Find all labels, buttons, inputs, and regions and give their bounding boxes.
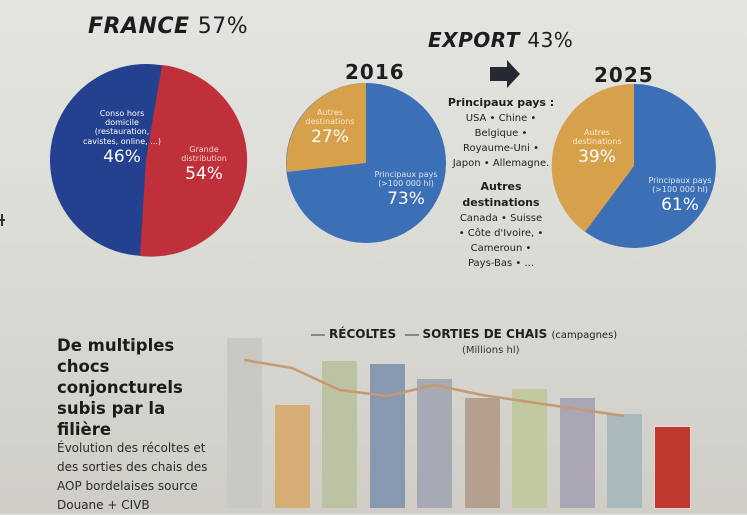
pie-2025-label-autres: Autres destinations 39% (572, 128, 622, 168)
edge-mark-vertical (1, 214, 3, 226)
france-slice-label-conso: Conso hors domicile (restauration, cavis… (83, 109, 161, 167)
bar-recoltes (512, 389, 547, 508)
export-2025-pie (551, 83, 716, 248)
legend-sorties-note: (campagnes) (551, 330, 618, 341)
legend-recoltes: RÉCOLTES (329, 327, 397, 341)
france-pie (50, 64, 248, 257)
bar-recoltes (464, 398, 500, 508)
legend-sorties: SORTIES DE CHAIS (422, 327, 548, 341)
bar-recoltes (417, 379, 452, 508)
export-2016-pie (286, 83, 446, 243)
bar-recoltes (322, 361, 357, 508)
pie-2025-label-principaux: Principaux pays (>100 000 hl) 61% (648, 176, 712, 216)
bar-recoltes (369, 364, 405, 508)
chart-section-subtitle: Évolution des récoltes et des sorties de… (57, 441, 208, 512)
bar-recoltes (274, 405, 310, 508)
france-percent: 57% (197, 14, 249, 39)
france-slice-label-grande: Grande distribution 54% (181, 145, 227, 185)
chart-section-title: De multiples chocs conjoncturels subis p… (57, 336, 183, 439)
pie-2025-slice-autres (551, 83, 634, 232)
chart-legend: RÉCOLTES SORTIES DE CHAIS (campagnes) (311, 327, 617, 341)
export-title: EXPORT (428, 28, 520, 52)
export-heading: EXPORT 43% (428, 28, 573, 52)
main-countries-title: Principaux pays : (447, 96, 555, 109)
pie-2016-label-principaux: Principaux pays (>100 000 hl) 73% (374, 170, 438, 210)
bar-recoltes (607, 414, 642, 508)
bar-recoltes (654, 427, 690, 508)
legend-swatch-sorties (404, 333, 419, 336)
france-heading: FRANCE 57% (88, 14, 248, 39)
legend-swatch-recoltes (311, 333, 325, 336)
export-countries-list: Principaux pays : USA • Chine • Belgique… (447, 96, 555, 269)
pie-2016-label-autres: Autres destinations 27% (305, 108, 355, 148)
pie-2016-slice-autres (286, 83, 366, 172)
year-2025: 2025 (594, 63, 654, 87)
other-destinations-title: Autres (480, 180, 522, 193)
chart-unit: (Millions hl) (462, 345, 520, 356)
export-percent: 43% (527, 28, 574, 52)
france-slice-grande-distribution (140, 65, 248, 257)
year-2016: 2016 (345, 60, 405, 84)
france-title: FRANCE (88, 14, 190, 39)
bar-recoltes (559, 398, 595, 508)
bar-recoltes (227, 338, 262, 508)
